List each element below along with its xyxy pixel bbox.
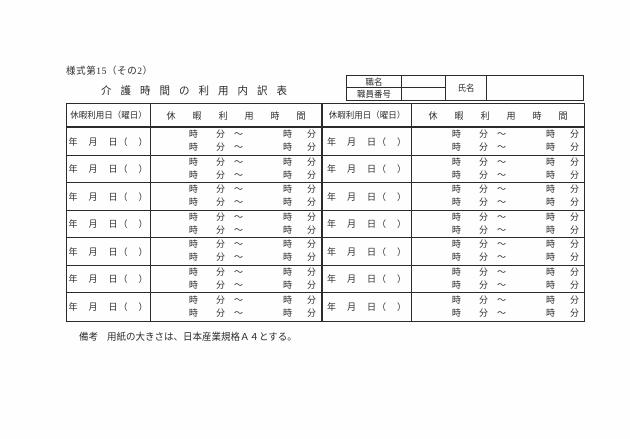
remarks-text: 用紙の大きさは、日本産業規格Ａ４とする。 <box>107 333 297 343</box>
time-cell: 時分～時分 時分～時分 <box>412 211 584 238</box>
time-range-line: 時分～時分 <box>451 266 579 277</box>
remarks-label: 備考 <box>79 333 99 343</box>
date-cell: 年 月 日（ ） <box>323 210 412 238</box>
time-cell: 時分～時分 時分～時分 <box>151 183 323 211</box>
time-range-line: 時分～時分 <box>451 211 579 222</box>
time-range-line: 時分～時分 <box>188 239 316 250</box>
time-range-line: 時分～時分 <box>451 129 579 140</box>
time-cell: 時分～時分 時分～時分 <box>412 293 584 321</box>
time-cell: 時分～時分 時分～時分 <box>151 128 323 156</box>
employee-number-label: 職員番号 <box>347 88 402 100</box>
form-title-text: 介護時間の利用内訳表 <box>101 86 296 97</box>
time-range-line: 時分～時分 <box>451 307 579 318</box>
time-range-line: 時分～時分 <box>451 197 579 208</box>
time-range-line: 時分～時分 <box>451 184 579 195</box>
date-cell: 年 月 日（ ） <box>67 128 151 156</box>
time-range-line: 時分～時分 <box>451 142 579 153</box>
time-range-line: 時分～時分 <box>188 197 316 208</box>
date-cell: 年 月 日（ ） <box>67 265 151 293</box>
date-cell: 年 月 日（ ） <box>323 128 412 156</box>
time-cell: 時分～時分 時分～時分 <box>412 156 584 183</box>
header-leave-date-right: 休暇利用日（曜日） <box>323 104 412 128</box>
time-range-line: 時分～時分 <box>451 239 579 250</box>
time-cell: 時分～時分 時分～時分 <box>151 210 323 238</box>
time-cell: 時分～時分 時分～時分 <box>412 128 584 156</box>
time-range-line: 時分～時分 <box>188 307 316 318</box>
name-label: 氏名 <box>446 76 487 100</box>
time-range-line: 時分～時分 <box>451 156 579 167</box>
time-cell: 時分～時分 時分～時分 <box>412 266 584 293</box>
time-range-line: 時分～時分 <box>188 169 316 180</box>
employee-number-field <box>402 88 446 100</box>
time-cell: 時分～時分 時分～時分 <box>151 155 323 183</box>
form-code: 様式第15（その2） <box>66 67 153 77</box>
header-leave-time-left: 休暇利用時間 <box>151 104 323 128</box>
job-title-field <box>402 76 446 88</box>
time-cell: 時分～時分 時分～時分 <box>151 265 323 293</box>
time-range-line: 時分～時分 <box>451 252 579 263</box>
staff-info-box: 職名 氏名 職員番号 <box>346 75 584 101</box>
remarks-note: 備考 用紙の大きさは、日本産業規格Ａ４とする。 <box>79 329 297 343</box>
date-cell: 年 月 日（ ） <box>67 210 151 238</box>
date-cell: 年 月 日（ ） <box>323 183 412 211</box>
time-range-line: 時分～時分 <box>451 279 579 290</box>
time-range-line: 時分～時分 <box>188 156 316 167</box>
date-cell: 年 月 日（ ） <box>323 265 412 293</box>
date-cell: 年 月 日（ ） <box>323 293 412 321</box>
time-cell: 時分～時分 時分～時分 <box>412 183 584 211</box>
time-cell: 時分～時分 時分～時分 <box>151 238 323 266</box>
form-title: 介護時間の利用内訳表 <box>66 83 322 98</box>
time-range-line: 時分～時分 <box>188 184 316 195</box>
header-leave-time-right: 休暇利用時間 <box>412 104 584 128</box>
date-cell: 年 月 日（ ） <box>323 238 412 266</box>
name-field <box>487 76 583 100</box>
time-range-line: 時分～時分 <box>188 211 316 222</box>
time-range-line: 時分～時分 <box>188 252 316 263</box>
time-range-line: 時分～時分 <box>188 224 316 235</box>
date-cell: 年 月 日（ ） <box>67 293 151 321</box>
time-range-line: 時分～時分 <box>188 129 316 140</box>
date-cell: 年 月 日（ ） <box>67 183 151 211</box>
time-range-line: 時分～時分 <box>188 279 316 290</box>
date-cell: 年 月 日（ ） <box>67 155 151 183</box>
job-title-label: 職名 <box>347 76 402 88</box>
time-range-line: 時分～時分 <box>188 266 316 277</box>
date-cell: 年 月 日（ ） <box>323 155 412 183</box>
time-cell: 時分～時分 時分～時分 <box>151 293 323 321</box>
time-cell: 時分～時分 時分～時分 <box>412 238 584 266</box>
time-range-line: 時分～時分 <box>188 142 316 153</box>
time-range-line: 時分～時分 <box>451 294 579 305</box>
time-range-line: 時分～時分 <box>188 294 316 305</box>
time-range-line: 時分～時分 <box>451 224 579 235</box>
header-leave-date-left: 休暇利用日（曜日） <box>67 104 151 128</box>
time-range-line: 時分～時分 <box>451 169 579 180</box>
date-cell: 年 月 日（ ） <box>67 238 151 266</box>
care-breakdown-table: 休暇利用日（曜日） 休暇利用時間 休暇利用日（曜日） 休暇利用時間 年 月 日（… <box>66 103 585 322</box>
